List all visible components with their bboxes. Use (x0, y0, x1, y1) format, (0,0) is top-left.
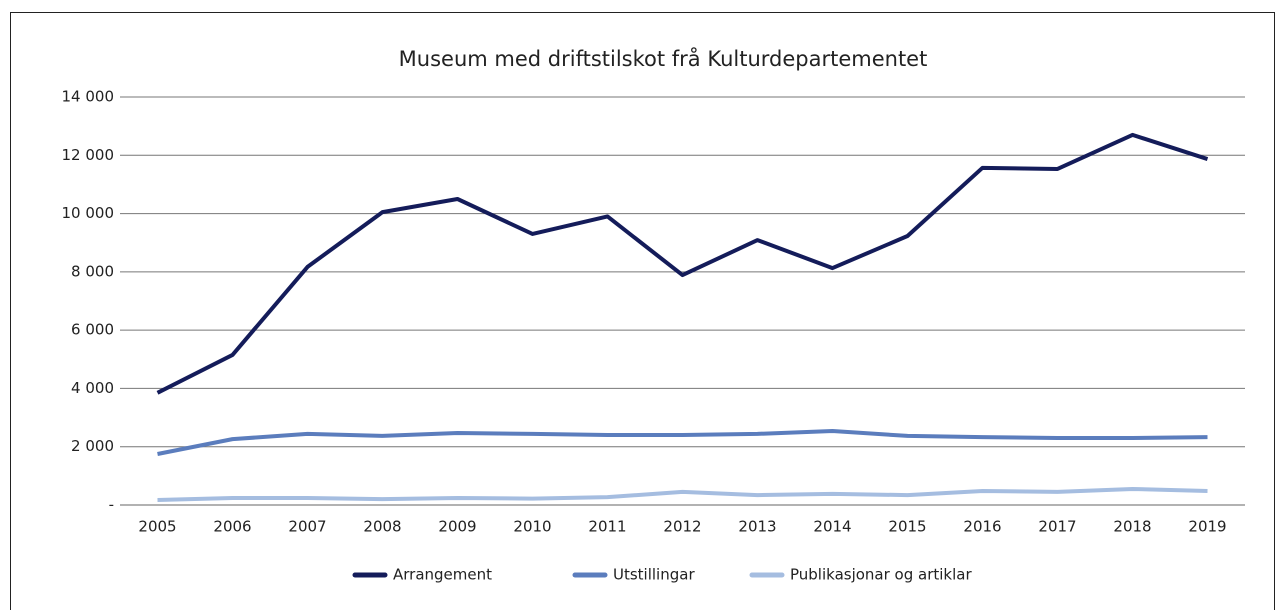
x-tick-label: 2005 (138, 518, 176, 536)
x-tick-label: 2015 (888, 518, 926, 536)
y-tick-label: 4 000 (71, 379, 114, 397)
x-tick-label: 2016 (963, 518, 1001, 536)
series-line (157, 486, 1208, 503)
y-tick-label: 14 000 (62, 88, 115, 106)
x-tick-label: 2013 (738, 518, 776, 536)
y-tick-label: 6 000 (71, 321, 114, 339)
legend-label: Utstillingar (613, 566, 695, 584)
series-line (157, 428, 1208, 456)
chart-title: Museum med driftstilskot frå Kulturdepar… (399, 46, 928, 71)
y-tick-label: 8 000 (71, 262, 114, 280)
x-tick-label: 2006 (213, 518, 251, 536)
frame (10, 12, 1275, 610)
legend-label: Publikasjonar og artiklar (790, 566, 972, 584)
y-tick-label: 12 000 (62, 146, 115, 164)
x-tick-label: 2008 (363, 518, 401, 536)
x-tick-label: 2007 (288, 518, 326, 536)
x-tick-label: 2018 (1113, 518, 1151, 536)
y-tick-label: 10 000 (62, 204, 115, 222)
x-tick-label: 2017 (1038, 518, 1076, 536)
y-tick-label: 2 000 (71, 437, 114, 455)
legend-label: Arrangement (393, 566, 492, 584)
x-tick-label: 2014 (813, 518, 851, 536)
x-tick-label: 2009 (438, 518, 476, 536)
series-line (156, 132, 1209, 395)
x-tick-label: 2011 (588, 518, 626, 536)
x-tick-label: 2019 (1188, 518, 1226, 536)
x-tick-label: 2012 (663, 518, 701, 536)
x-tick-label: 2010 (513, 518, 551, 536)
y-tick-label: - (109, 496, 114, 514)
